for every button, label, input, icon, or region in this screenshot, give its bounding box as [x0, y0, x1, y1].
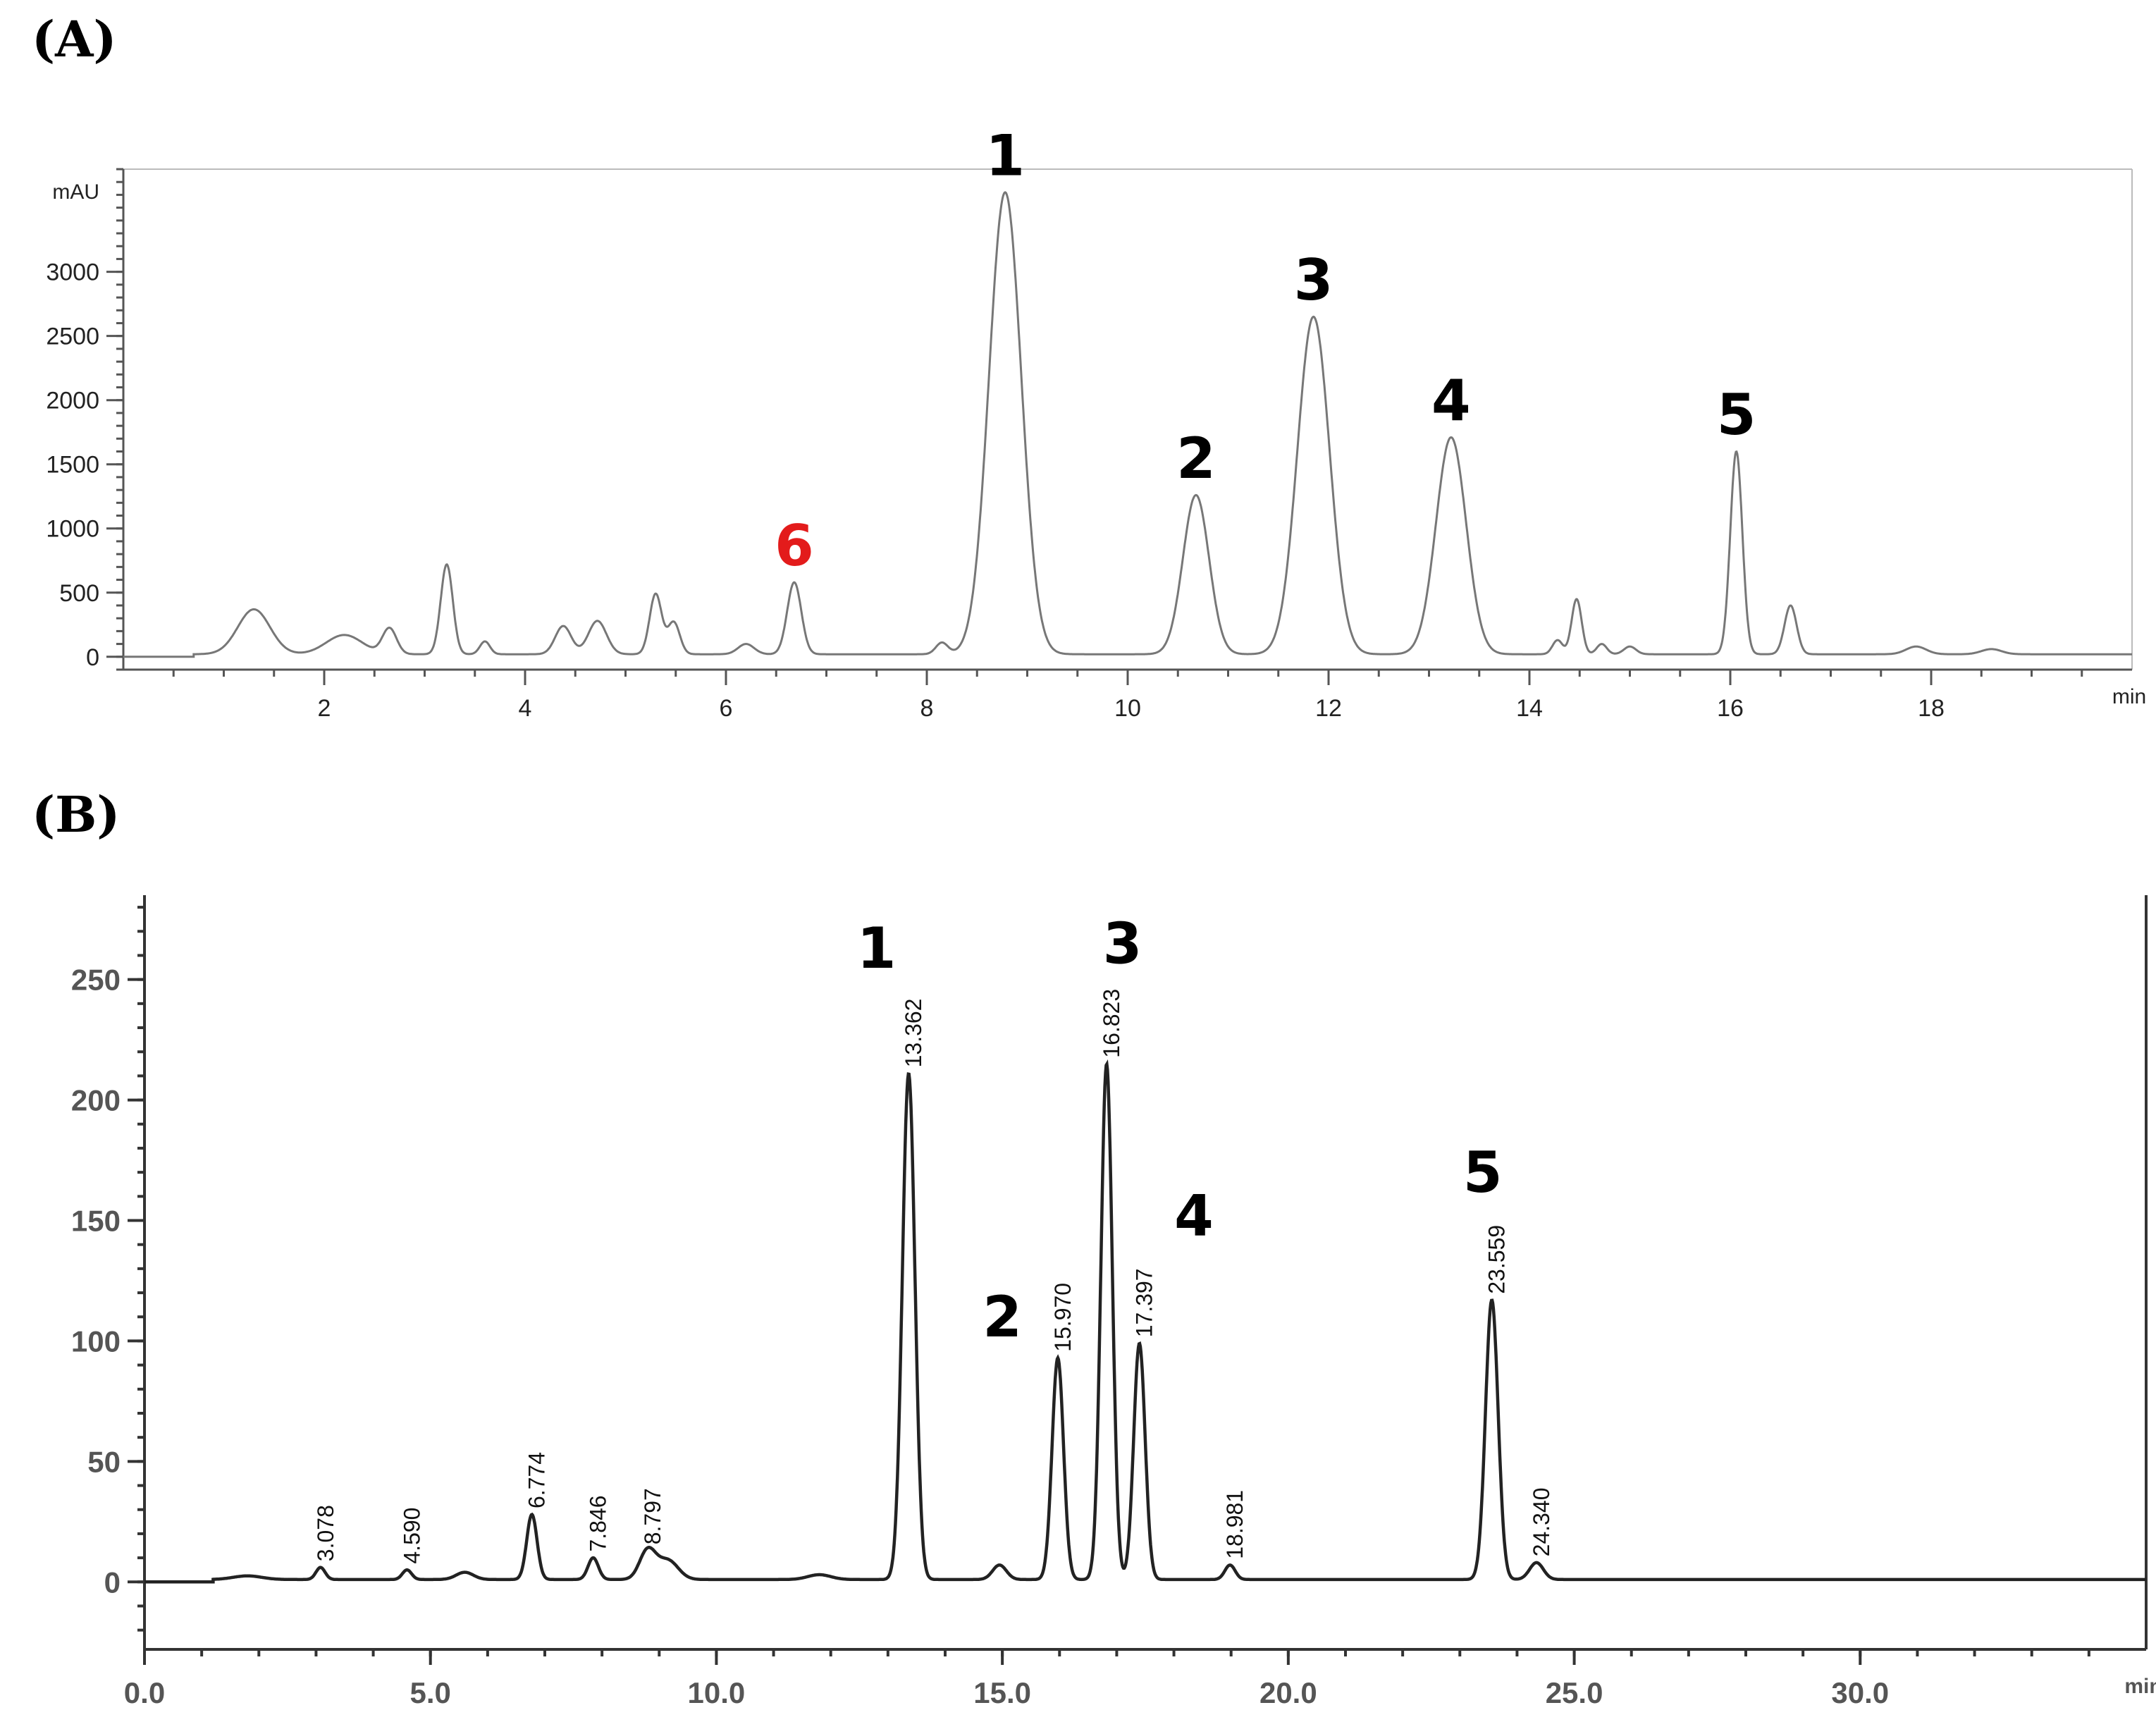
x-tick-label: 0.0 — [124, 1676, 165, 1709]
peak-number-label: 6 — [775, 513, 814, 579]
peak-number-label: 4 — [1431, 368, 1471, 433]
peak-number-label: 2 — [1176, 426, 1216, 491]
chart-b: 0 50 100 150 200 250 0.0 5.0 10.0 15.0 20.0 25.0 30.… — [71, 895, 2156, 1709]
retention-time-label: 7.846 — [586, 1495, 611, 1551]
peak-number-label: 4 — [1174, 1183, 1214, 1249]
x-tick-label: 6 — [720, 695, 733, 722]
y-tick-label: 2000 — [46, 388, 99, 414]
x-tick-label: 20.0 — [1259, 1676, 1317, 1709]
peak-number-label: 5 — [1463, 1140, 1503, 1205]
peak-number-label: 2 — [982, 1284, 1022, 1350]
peak-number-label: 5 — [1717, 382, 1756, 448]
y-tick-label: 200 — [71, 1084, 121, 1117]
y-tick-label: 100 — [71, 1324, 121, 1358]
retention-time-label: 13.362 — [901, 999, 926, 1068]
retention-time-label: 16.823 — [1099, 989, 1124, 1058]
panel-b-label: (B) — [32, 785, 120, 844]
panel-a-label: (A) — [32, 10, 117, 68]
y-tick-label: 1000 — [46, 516, 99, 543]
x-axis-unit: min — [2124, 1675, 2156, 1698]
x-tick-label: 2 — [318, 695, 331, 722]
chromatogram-trace — [144, 1059, 2146, 1584]
x-tick-label: 15.0 — [973, 1676, 1031, 1709]
y-tick-label: 150 — [71, 1205, 121, 1238]
y-tick-label: 50 — [87, 1445, 121, 1478]
x-tick-label: 16 — [1717, 695, 1744, 722]
x-tick-label: 12 — [1315, 695, 1342, 722]
retention-time-label: 23.559 — [1484, 1225, 1510, 1294]
x-tick-label: 10.0 — [688, 1676, 746, 1709]
x-axis-unit: min — [2112, 685, 2146, 708]
y-tick-label: 0 — [104, 1566, 121, 1599]
peak-number-label: 3 — [1294, 247, 1333, 313]
x-tick-label: 5.0 — [410, 1676, 451, 1709]
retention-time-label: 4.590 — [399, 1508, 424, 1564]
y-tick-label: 500 — [59, 580, 99, 607]
x-tick-label: 8 — [920, 695, 934, 722]
x-tick-label: 4 — [519, 695, 532, 722]
y-tick-label: 3000 — [46, 259, 99, 286]
y-tick-label: 1500 — [46, 452, 99, 479]
retention-time-label: 8.797 — [640, 1488, 665, 1544]
retention-time-label: 17.397 — [1132, 1268, 1157, 1337]
peak-number-label: 1 — [985, 123, 1025, 188]
y-tick-label: 250 — [71, 964, 121, 997]
retention-time-label: 6.774 — [524, 1452, 550, 1508]
retention-time-label: 15.970 — [1050, 1283, 1076, 1352]
x-tick-label: 10 — [1114, 695, 1141, 722]
peak-number-label: 3 — [1103, 911, 1142, 976]
y-axis-unit: mAU — [52, 180, 99, 204]
retention-time-label: 3.078 — [313, 1505, 338, 1561]
peak-number-label: 1 — [857, 916, 897, 981]
x-tick-label: 30.0 — [1831, 1676, 1889, 1709]
chromatogram-trace — [123, 191, 2132, 658]
y-tick-label: 2500 — [46, 324, 99, 350]
x-tick-label: 25.0 — [1546, 1676, 1603, 1709]
retention-time-label: 18.981 — [1222, 1490, 1248, 1559]
x-tick-label: 14 — [1516, 695, 1543, 722]
retention-time-label: 24.340 — [1529, 1487, 1554, 1556]
x-tick-label: 18 — [1918, 695, 1945, 722]
y-tick-label: 0 — [86, 644, 99, 671]
